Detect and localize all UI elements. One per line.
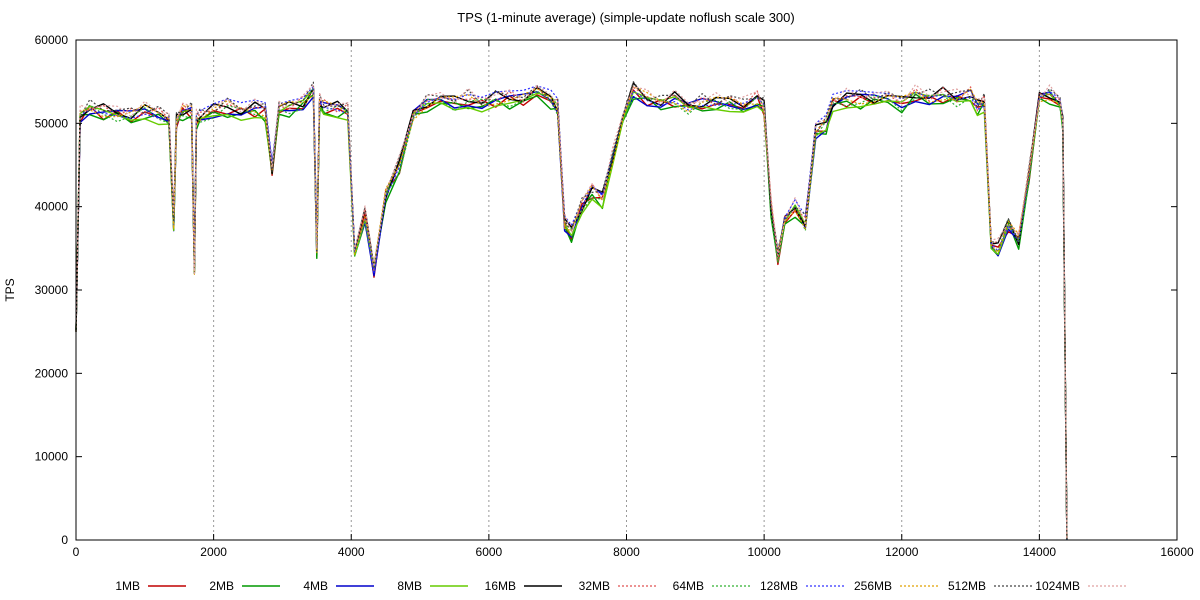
x-tick-label: 8000 xyxy=(613,545,640,559)
x-tick-label: 16000 xyxy=(1160,545,1194,559)
legend-label-64MB: 64MB xyxy=(673,579,704,593)
x-tick-label: 0 xyxy=(73,545,80,559)
y-tick-label: 20000 xyxy=(35,366,69,380)
x-tick-label: 2000 xyxy=(200,545,227,559)
legend-label-16MB: 16MB xyxy=(485,579,516,593)
x-tick-label: 14000 xyxy=(1023,545,1057,559)
axes: 0 2000 4000 6000 8000 10000 12000 14000 16000 0 10… xyxy=(35,33,1194,559)
y-tick-label: 50000 xyxy=(35,116,69,130)
data-series xyxy=(75,81,1068,541)
legend-label-1MB: 1MB xyxy=(115,579,140,593)
legend-label-512MB: 512MB xyxy=(948,579,986,593)
x-tick-label: 4000 xyxy=(338,545,365,559)
legend-label-1024MB: 1024MB xyxy=(1035,579,1080,593)
legend-label-128MB: 128MB xyxy=(760,579,798,593)
grid-lines xyxy=(213,40,1040,540)
y-tick-label: 30000 xyxy=(35,283,69,297)
legend-label-256MB: 256MB xyxy=(854,579,892,593)
y-tick-label: 0 xyxy=(61,533,68,547)
y-tick-label: 10000 xyxy=(35,450,69,464)
series-line-128MB xyxy=(75,85,1068,541)
legend-label-2MB: 2MB xyxy=(209,579,234,593)
y-tick-label: 40000 xyxy=(35,200,69,214)
x-tick-label: 12000 xyxy=(885,545,919,559)
series-line-1024MB xyxy=(75,84,1068,541)
chart-title: TPS (1-minute average) (simple-update no… xyxy=(457,10,794,25)
x-tick-label: 6000 xyxy=(476,545,503,559)
legend: 1MB 2MB 4MB 8MB 16MB 32MB 64MB 128MB 256MB 512MB 1… xyxy=(115,579,1126,593)
legend-label-32MB: 32MB xyxy=(579,579,610,593)
legend-label-4MB: 4MB xyxy=(303,579,328,593)
legend-label-8MB: 8MB xyxy=(397,579,422,593)
x-tick-label: 10000 xyxy=(747,545,781,559)
y-tick-label: 60000 xyxy=(35,33,69,47)
y-axis-label: TPS xyxy=(3,278,17,301)
